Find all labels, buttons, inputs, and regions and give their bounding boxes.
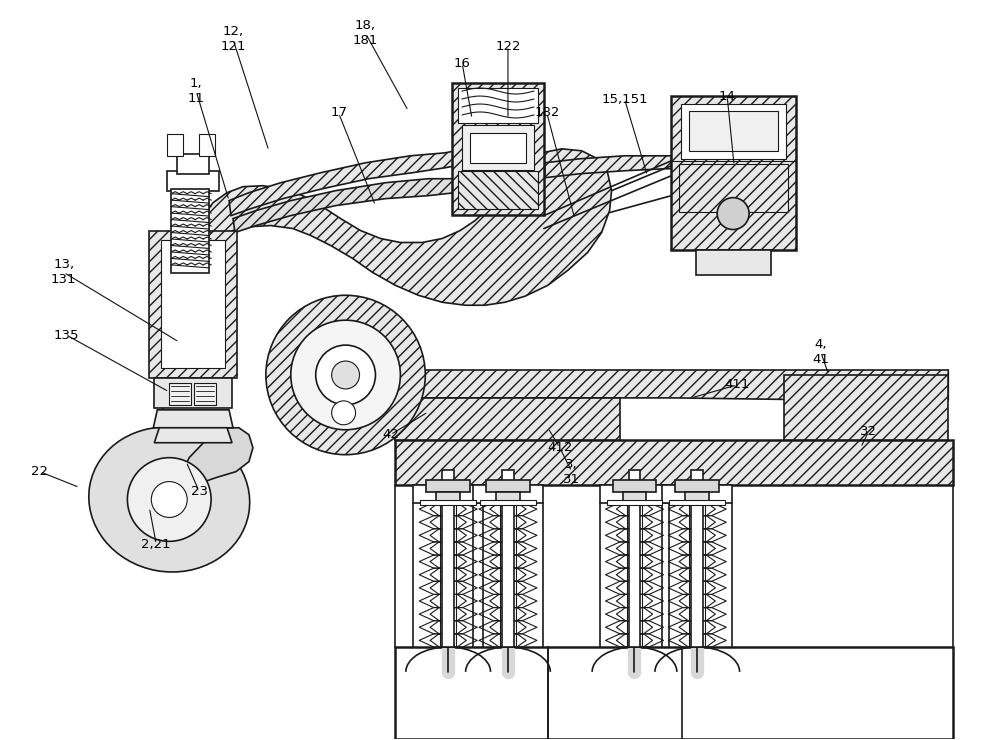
Bar	[662, 485, 732, 502]
Polygon shape	[233, 179, 455, 232]
Bar	[691, 470, 703, 647]
Bar	[496, 491, 520, 502]
Bar	[420, 500, 476, 505]
Bar	[613, 480, 656, 491]
Polygon shape	[153, 410, 233, 428]
Bar	[171, 189, 209, 273]
Circle shape	[332, 361, 360, 389]
Text: 15,151: 15,151	[601, 92, 648, 106]
Text: 1,
11: 1, 11	[188, 77, 205, 105]
Text: 17: 17	[330, 107, 347, 119]
Text: 411: 411	[724, 378, 750, 391]
Bar	[395, 398, 620, 440]
Polygon shape	[169, 428, 253, 500]
Bar	[681, 104, 786, 159]
Circle shape	[127, 457, 211, 542]
Text: 23: 23	[191, 485, 208, 498]
Text: 32: 32	[860, 425, 877, 438]
Text: 13,
131: 13, 131	[51, 258, 76, 286]
Bar	[689, 111, 778, 151]
Bar	[436, 491, 460, 502]
Bar	[169, 383, 191, 405]
Bar	[395, 440, 953, 485]
Bar	[629, 470, 640, 647]
Bar	[442, 470, 454, 647]
Bar	[426, 480, 470, 491]
Bar	[623, 491, 646, 502]
Polygon shape	[395, 370, 948, 415]
Bar	[199, 134, 215, 156]
Circle shape	[316, 345, 375, 405]
Bar	[679, 164, 788, 212]
Text: 16: 16	[454, 57, 471, 70]
Bar	[395, 647, 953, 739]
Text: 14: 14	[719, 90, 736, 103]
Bar	[685, 491, 709, 502]
Text: 182: 182	[534, 107, 560, 119]
Bar	[607, 500, 662, 505]
Bar	[502, 470, 514, 647]
Bar	[784, 375, 948, 440]
Bar	[473, 485, 543, 502]
Text: 42: 42	[382, 428, 399, 441]
Bar	[413, 485, 483, 502]
Bar	[177, 154, 209, 174]
Circle shape	[717, 198, 749, 229]
Text: 3,
31: 3, 31	[563, 457, 580, 485]
Text: 122: 122	[495, 40, 521, 53]
Bar	[675, 480, 719, 491]
Text: 412: 412	[547, 441, 572, 454]
Bar	[486, 480, 530, 491]
Polygon shape	[154, 428, 232, 443]
Bar	[161, 240, 225, 368]
Bar	[194, 383, 216, 405]
Circle shape	[332, 401, 356, 425]
Text: 4,
41: 4, 41	[812, 338, 829, 366]
Text: 18,
181: 18, 181	[353, 19, 378, 47]
Bar	[480, 500, 536, 505]
Polygon shape	[229, 151, 455, 215]
Text: 22: 22	[31, 465, 48, 478]
Bar	[671, 96, 796, 250]
Ellipse shape	[89, 427, 250, 572]
Bar	[470, 133, 526, 163]
Bar	[458, 171, 538, 209]
Bar	[600, 485, 669, 502]
Text: 2,21: 2,21	[141, 538, 171, 551]
Bar	[452, 83, 544, 215]
Bar	[167, 134, 183, 156]
Polygon shape	[149, 231, 237, 378]
Text: 135: 135	[54, 329, 79, 342]
Circle shape	[291, 320, 400, 430]
Circle shape	[151, 482, 187, 517]
Circle shape	[266, 295, 425, 454]
Polygon shape	[545, 156, 671, 178]
Bar	[669, 500, 725, 505]
Bar	[167, 171, 219, 191]
Bar	[154, 378, 232, 408]
Bar	[462, 125, 534, 169]
Polygon shape	[156, 149, 612, 360]
Text: 12,
121: 12, 121	[220, 25, 246, 53]
Bar	[696, 250, 771, 275]
Bar	[458, 88, 538, 123]
